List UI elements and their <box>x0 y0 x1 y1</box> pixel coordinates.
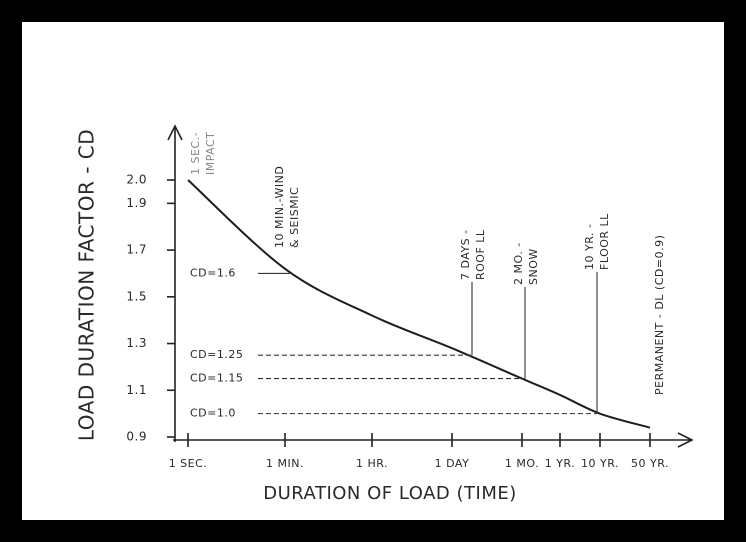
factor-label: CD=1.25 <box>190 348 243 361</box>
load-label: 10 MIN.-WIND <box>273 166 286 248</box>
x-tick-label: 1 SEC. <box>169 457 208 470</box>
load-label: SNOW <box>527 248 540 285</box>
y-tick-label: 1.1 <box>126 383 147 397</box>
load-label: ROOF LL <box>474 229 487 280</box>
load-label: 10 YR. - <box>583 224 596 270</box>
x-tick-label: 1 HR. <box>356 457 388 470</box>
factor-label: CD=1.15 <box>190 372 243 385</box>
y-axis-label: LOAD DURATION FACTOR - CD <box>75 129 99 441</box>
x-axis <box>173 432 694 448</box>
load-label: 2 MO. - <box>512 242 525 285</box>
y-tick-label: 1.7 <box>126 243 147 257</box>
load-label: FLOOR LL <box>598 213 611 270</box>
x-tick-label: 50 YR. <box>631 457 669 470</box>
paper <box>22 22 724 520</box>
load-label: PERMANENT - DL (CD=0.9) <box>653 235 666 395</box>
x-tick-label: 1 MIN. <box>266 457 304 470</box>
y-tick-label: 0.9 <box>126 430 147 444</box>
x-tick-label: 1 YR. <box>545 457 575 470</box>
x-tick-label: 1 DAY <box>435 457 470 470</box>
curve <box>187 179 651 429</box>
load-label: 7 DAYS - <box>459 229 472 280</box>
y-tick-label: 1.9 <box>126 196 147 210</box>
load-label: & SEISMIC <box>288 187 301 248</box>
factor-label: CD=1.6 <box>190 266 236 279</box>
load-label: IMPACT <box>204 132 217 175</box>
factor-label: CD=1.0 <box>190 407 236 420</box>
load-label: 1 SEC.- <box>189 132 202 175</box>
x-tick-label: 10 YR. <box>581 457 619 470</box>
y-tick-label: 1.5 <box>126 289 147 303</box>
x-axis-label: DURATION OF LOAD (TIME) <box>263 483 517 504</box>
x-tick-label: 1 MO. <box>505 457 539 470</box>
y-tick-label: 2.0 <box>126 173 147 187</box>
y-tick-label: 1.3 <box>126 336 147 350</box>
